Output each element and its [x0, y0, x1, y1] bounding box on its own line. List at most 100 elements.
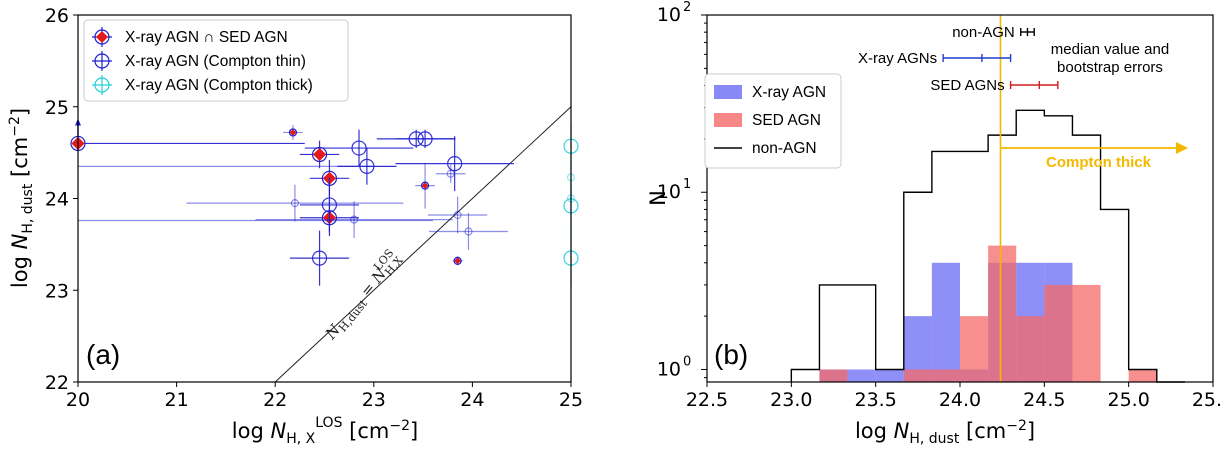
marker-circle [288, 128, 298, 137]
x-tick-label: 24.5 [1023, 389, 1065, 411]
one-to-one-line [274, 106, 572, 383]
median-label: non-AGN [952, 24, 1015, 41]
x-tick-label: 23.5 [855, 389, 897, 411]
legend-marker-circle [94, 29, 110, 45]
legend-swatch-xray [714, 85, 742, 99]
x-tick-label: 25 [559, 389, 583, 411]
marker-circle [446, 169, 455, 178]
scatter-point-1-8 [186, 184, 404, 222]
scatter-point-0-6 [452, 256, 463, 266]
marker-circle [359, 158, 375, 174]
y-tick-label: 23 [45, 280, 69, 302]
hist-bar-1-10 [1072, 284, 1101, 382]
legend-label-xray: X-ray AGN [752, 84, 826, 101]
y-tick-label: 25 [45, 97, 69, 119]
legend-box [83, 19, 349, 102]
hist-bar-1-8 [1016, 316, 1045, 382]
x-tick-label: 21 [165, 389, 189, 411]
legend-label-sed: SED AGN [752, 112, 821, 129]
x-tick-label: 23.0 [770, 389, 812, 411]
marker-red-diamond [312, 147, 327, 162]
y-tick-label: 22 [45, 372, 69, 394]
scatter-point-0-1 [299, 140, 340, 169]
scatter-point-0-0 [70, 118, 305, 152]
hist-bar-0-3 [875, 369, 904, 382]
median-note-line2: bootstrap errors [1057, 59, 1163, 76]
marker-circle [290, 198, 300, 208]
panel-a-legend: X-ray AGN ∩ SED AGN X-ray AGN (Compton t… [83, 19, 349, 102]
legend-marker-circle [94, 77, 110, 93]
hist-bar-0-5 [931, 262, 960, 382]
panel-a-y-axis-label: log NH, dust [cm−2] [7, 108, 36, 288]
marker-circle [351, 140, 367, 156]
scatter-point-1-1 [304, 129, 414, 167]
panel-b-tag: (b) [714, 339, 748, 370]
y-tick-label: 10 [657, 181, 681, 203]
x-tick-label: 22 [263, 389, 287, 411]
legend-marker-circle [94, 53, 110, 69]
panel-b: non-AGN X-ray AGNs SED AGNs 22.5 23.0 23.5 24… [646, 0, 1223, 447]
y-tick-exponent: 0 [683, 354, 691, 369]
panel-b-y-axis-label: N [646, 190, 670, 206]
marker-circle [311, 250, 328, 266]
hist-bar-1-12 [1128, 369, 1157, 382]
panel-b-x-axis-label: log NH, dust [cm−2] [855, 418, 1035, 447]
marker-circle [420, 181, 430, 190]
scatter-point-1-10 [435, 164, 466, 183]
panel-b-legend: X-ray AGN SED AGN non-AGN [704, 73, 842, 169]
median-label: SED AGNs [930, 77, 1004, 94]
scatter-point-1-9 [255, 201, 453, 238]
x-tick-label: 25.0 [1108, 389, 1150, 411]
x-tick-label: 25.5 [1192, 389, 1223, 411]
legend-label-nonagn: non-AGN [752, 140, 817, 157]
legend-label-compton-thin: X-ray AGN (Compton thin) [125, 53, 306, 70]
scatter-point-1-5 [395, 136, 514, 192]
legend-swatch-sed [714, 113, 742, 127]
legend-label-xray-sed: X-ray AGN ∩ SED AGN [125, 29, 288, 46]
hist-bar-1-6 [960, 316, 989, 382]
x-tick-label: 23 [362, 389, 386, 411]
scatter-point-1-2 [337, 148, 397, 185]
y-tick-label: 10 [657, 358, 681, 380]
x-tick-label: 20 [66, 389, 90, 411]
marker-circle [447, 156, 463, 172]
scatter-point-1-6 [299, 177, 360, 233]
hist-bar-1-1 [819, 369, 848, 382]
median-label: X-ray AGNs [858, 50, 937, 67]
scatter-point-1-4 [395, 129, 455, 149]
hist-bar-1-5 [931, 369, 960, 382]
hist-bar-0-2 [847, 369, 876, 382]
median-note-line1: median value and [1051, 41, 1169, 58]
panel-a-tag: (a) [86, 339, 120, 370]
panel-a-x-axis-label: log NH, XLOS [cm−2] [232, 415, 418, 447]
y-tick-exponent: 1 [683, 177, 691, 192]
y-tick-label: 26 [45, 5, 69, 27]
x-tick-label: 24.0 [939, 389, 981, 411]
compton-thick-arrowhead [1176, 142, 1188, 154]
scatter-point-0-5 [415, 162, 435, 209]
hist-bar-1-9 [1044, 284, 1073, 382]
scatter-point-1-12 [429, 213, 508, 250]
x-tick-label: 22.5 [686, 389, 728, 411]
marker-circle [349, 215, 359, 224]
legend-label-compton-thick: X-ray AGN (Compton thick) [125, 77, 313, 94]
hist-step-non-agn [790, 109, 1185, 383]
x-tick-label: 24 [460, 389, 484, 411]
scatter-point-0-4 [283, 125, 303, 140]
hist-bar-1-7 [988, 245, 1017, 382]
one-to-one-label: NH,dust = NH,XLOS [318, 246, 406, 345]
panel-a: NH,dust = NH,XLOS 20 21 22 23 24 25 22 23 24 25 26… [7, 5, 583, 447]
marker-circle [321, 197, 338, 213]
y-tick-label: 10 [657, 4, 681, 26]
scatter-point-1-7 [289, 230, 350, 286]
marker-circle [453, 256, 462, 265]
compton-thick-label: Compton thick [1046, 154, 1152, 171]
marker-circle [453, 210, 462, 220]
legend-marker-diamond [96, 31, 108, 43]
scatter-point-1-11 [428, 196, 488, 234]
y-tick-exponent: 2 [683, 0, 691, 15]
marker-circle [417, 131, 433, 147]
y-tick-label: 24 [45, 189, 69, 211]
marker-circle [464, 227, 473, 236]
